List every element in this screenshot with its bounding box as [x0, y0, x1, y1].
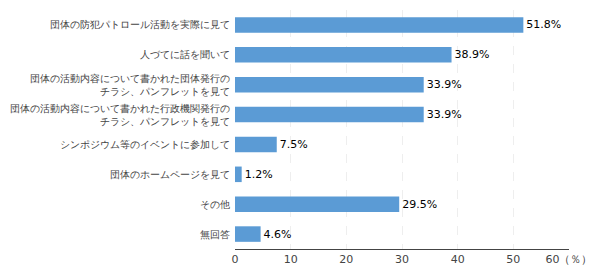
svg-text:30: 30	[395, 253, 409, 266]
svg-text:4.6%: 4.6%	[264, 228, 292, 241]
svg-text:38.9%: 38.9%	[455, 48, 490, 61]
svg-text:50: 50	[506, 253, 520, 266]
svg-text:33.9%: 33.9%	[427, 108, 462, 121]
svg-text:29.5%: 29.5%	[402, 198, 437, 211]
svg-text:団体の活動内容について書かれた行政機関発行のチラシ、パンフレ: 団体の活動内容について書かれた行政機関発行のチラシ、パンフレットを見て	[10, 103, 230, 127]
svg-text:7.5%: 7.5%	[280, 138, 308, 151]
svg-text:シンポジウム等のイベントに参加して: シンポジウム等のイベントに参加して	[60, 139, 230, 150]
svg-text:20: 20	[339, 253, 353, 266]
svg-text:団体の防犯パトロール活動を実際に見て: 団体の防犯パトロール活動を実際に見て	[50, 19, 230, 30]
svg-text:10: 10	[284, 253, 298, 266]
svg-text:51.8%: 51.8%	[526, 18, 561, 31]
svg-text:団体の活動内容について書かれた団体発行のチラシ、パンフレット: 団体の活動内容について書かれた団体発行のチラシ、パンフレットを見て	[30, 73, 230, 97]
svg-text:人づてに話を聞いて: 人づてに話を聞いて	[140, 49, 230, 60]
svg-text:40: 40	[451, 253, 465, 266]
svg-text:その他: その他	[200, 199, 230, 210]
svg-text:33.9%: 33.9%	[427, 78, 462, 91]
svg-text:団体のホームページを見て: 団体のホームページを見て	[110, 169, 230, 180]
svg-text:60（％）: 60（％）	[546, 253, 593, 266]
svg-text:0: 0	[232, 253, 239, 266]
svg-text:1.2%: 1.2%	[245, 168, 273, 181]
svg-text:無回答: 無回答	[200, 229, 230, 240]
